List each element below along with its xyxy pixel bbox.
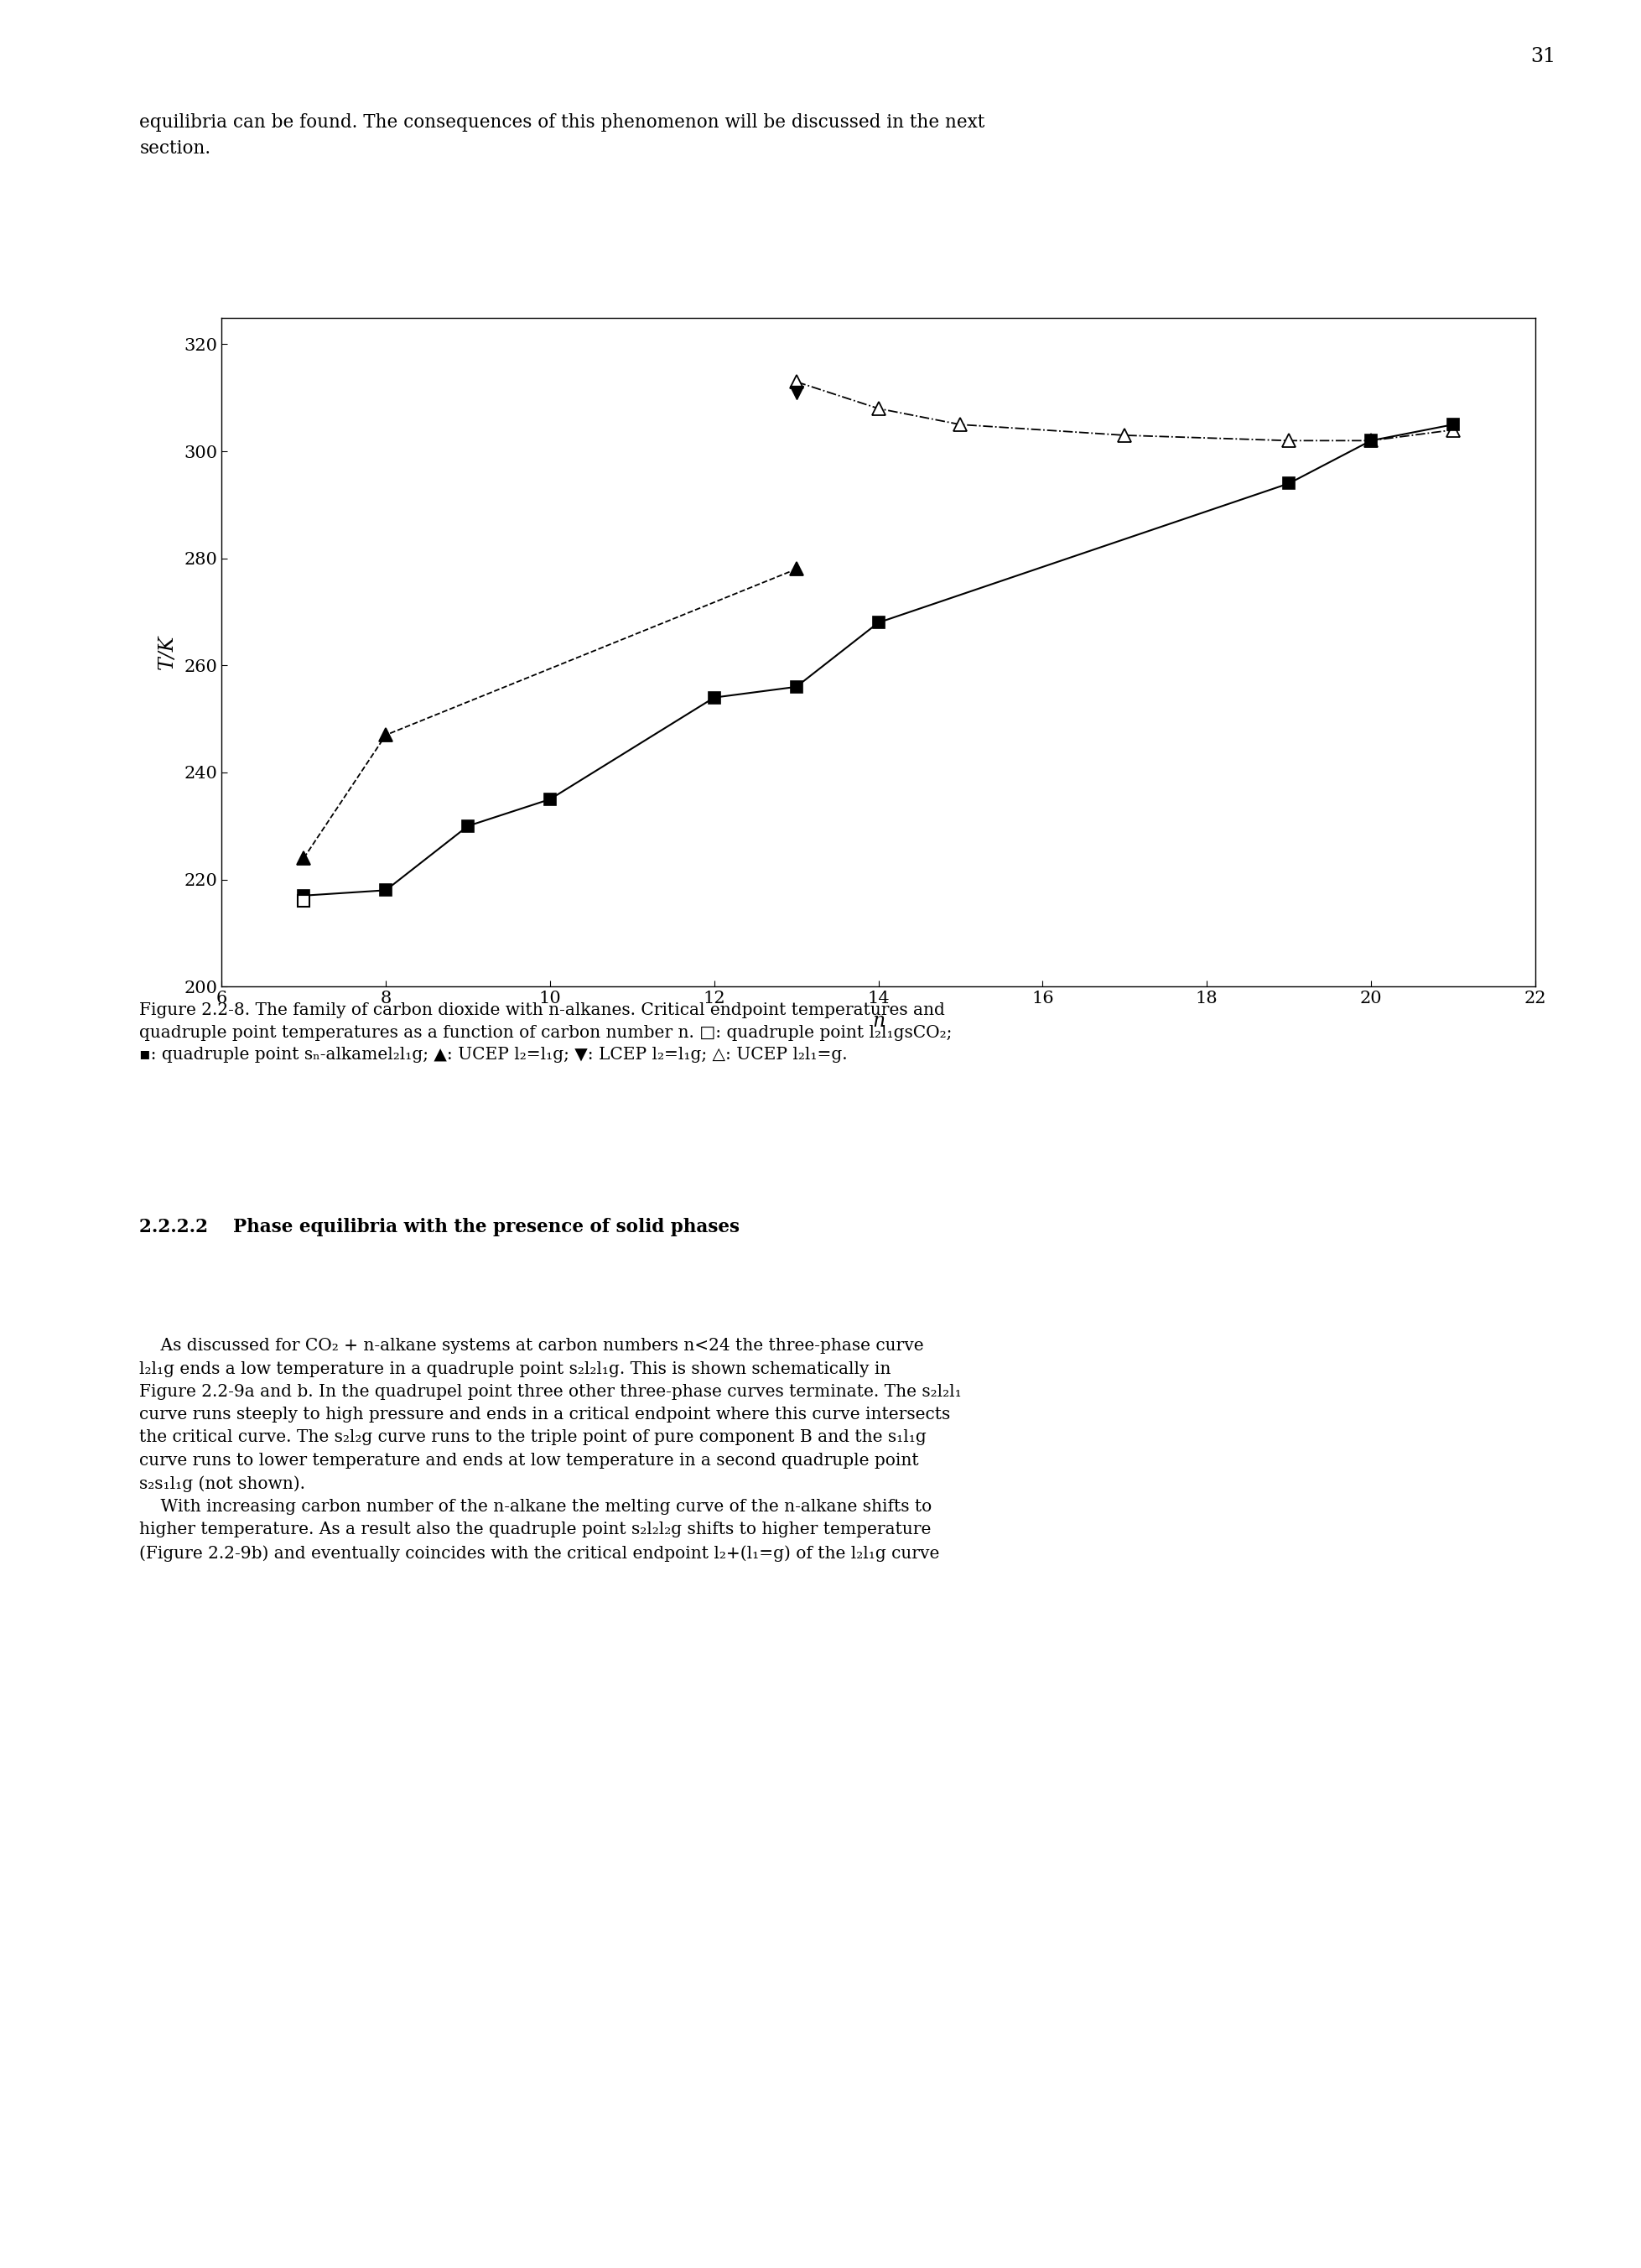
X-axis label: n: n — [871, 1012, 884, 1030]
Y-axis label: T/K: T/K — [158, 635, 177, 669]
Text: 2.2.2.2    Phase equilibria with the presence of solid phases: 2.2.2.2 Phase equilibria with the presen… — [139, 1218, 740, 1236]
Text: 31: 31 — [1529, 48, 1556, 66]
Text: equilibria can be found. The consequences of this phenomenon will be discussed i: equilibria can be found. The consequence… — [139, 113, 985, 156]
Text: As discussed for CO₂ + n-alkane systems at carbon numbers n<24 the three-phase c: As discussed for CO₂ + n-alkane systems … — [139, 1338, 962, 1560]
Text: Figure 2.2-8. The family of carbon dioxide with n-alkanes. Critical endpoint tem: Figure 2.2-8. The family of carbon dioxi… — [139, 1002, 952, 1064]
